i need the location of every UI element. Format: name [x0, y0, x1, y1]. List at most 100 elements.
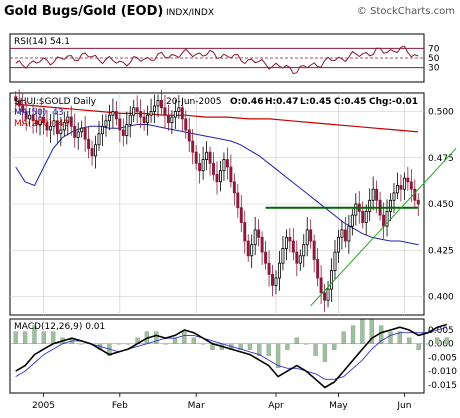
candle-body	[14, 96, 18, 101]
macd-histogram-bar	[304, 343, 309, 345]
candle-body	[205, 151, 209, 160]
candle-body	[309, 229, 313, 242]
candle-body	[66, 116, 70, 124]
uptrend-line	[310, 148, 457, 307]
candle-body	[55, 120, 59, 135]
ma50-legend: MA(50) .43	[14, 108, 64, 118]
candle-body	[59, 129, 63, 135]
candle-body	[218, 170, 222, 183]
candle-body	[392, 192, 396, 201]
candle-body	[416, 199, 420, 205]
macd-histogram-bar	[247, 343, 253, 350]
candle-body	[382, 214, 386, 227]
candle-body	[97, 133, 101, 146]
macd-histogram-bar	[350, 325, 356, 344]
candle-body	[232, 181, 236, 194]
rsi-line	[15, 45, 419, 75]
candle-body	[111, 111, 115, 116]
candle-body	[80, 127, 84, 133]
candle-body	[191, 140, 195, 153]
candle-body	[104, 120, 108, 127]
candle-body	[146, 114, 150, 123]
candle-body	[35, 120, 39, 125]
candle-body	[128, 114, 132, 125]
candle-body	[208, 151, 212, 164]
candle-body	[375, 188, 379, 201]
candle-body	[302, 244, 306, 257]
candle-body	[253, 229, 257, 246]
macd-histogram-bar	[41, 331, 46, 344]
candle-body	[48, 125, 52, 131]
candle-body	[364, 210, 368, 223]
rsi-label: RSI(14) 54.1	[14, 37, 70, 47]
candle-body	[368, 199, 372, 212]
candle-body	[225, 159, 229, 168]
price-tick-label: 0.500	[428, 108, 454, 118]
macd-histogram-bar	[257, 343, 262, 356]
candle-body	[291, 240, 295, 253]
candle-body	[87, 138, 91, 149]
x-axis-label: Feb	[112, 401, 128, 411]
candle-body	[330, 270, 333, 290]
candle-body	[166, 114, 170, 123]
candle-body	[76, 131, 80, 138]
macd-label: MACD(12,26,9) 0.01	[14, 322, 105, 332]
candle-body	[347, 225, 351, 242]
candle-body	[312, 240, 316, 260]
macd-histogram-bar	[294, 337, 299, 344]
candle-body	[274, 277, 278, 286]
x-axis-label: Mar	[188, 401, 205, 411]
candle-body	[153, 105, 157, 112]
candle-body	[173, 111, 177, 118]
candle-body	[142, 116, 146, 124]
candle-body	[281, 247, 285, 264]
candle-body	[125, 124, 129, 136]
price-symbol-label: $HUI:$GOLD Daily	[14, 97, 97, 107]
candle-body	[271, 273, 274, 286]
macd-histogram-bar	[332, 343, 337, 350]
candle-body	[336, 236, 340, 253]
macd-histogram-bar	[13, 331, 18, 344]
ma200-legend: MA(200) .49	[14, 119, 70, 129]
macd-histogram-bar	[369, 319, 374, 344]
macd-tick-label: 0.000	[428, 340, 454, 350]
candle-body	[160, 100, 163, 109]
macd-line	[15, 323, 447, 389]
macd-histogram-bar	[32, 325, 37, 344]
macd-panel: 0.005 0.000 -0.005 -0.010 -0.015 MACD(12,26,…	[9, 318, 457, 394]
macd-histogram-bar	[266, 343, 271, 356]
candle-body	[194, 151, 198, 164]
candle-body	[277, 262, 281, 279]
quote-high: H:0.47	[265, 97, 298, 107]
candle-body	[295, 251, 299, 264]
price-tick-label: 0.425	[428, 246, 454, 256]
quote-date: 20-Jun-2005	[166, 97, 221, 107]
macd-tick-label: -0.005	[428, 353, 457, 363]
candle-body	[267, 262, 271, 275]
candle-body	[284, 236, 288, 249]
rsi-tick-label: 50	[428, 54, 440, 64]
macd-histogram-bar	[191, 337, 196, 344]
candle-body	[239, 207, 243, 223]
macd-histogram-bar	[238, 343, 243, 350]
candle-body	[222, 159, 226, 172]
candle-body	[90, 148, 94, 157]
x-axis-label: Apr	[268, 401, 284, 411]
candle-body	[121, 129, 125, 136]
x-axis-label: Jun	[396, 401, 411, 411]
candle-body	[170, 116, 174, 124]
candle-body	[198, 162, 202, 172]
candle-body	[69, 116, 73, 127]
candle-body	[250, 244, 254, 257]
candle-body	[288, 236, 292, 242]
candle-body	[156, 100, 160, 107]
macd-histogram-bar	[388, 331, 393, 344]
macd-histogram-bar	[154, 331, 159, 344]
macd-histogram-bar	[126, 343, 131, 345]
macd-histogram-bar	[360, 319, 365, 344]
candle-body	[385, 210, 389, 227]
candle-body	[38, 116, 42, 125]
candle-body	[52, 120, 56, 127]
x-axis-label: May	[329, 401, 348, 411]
